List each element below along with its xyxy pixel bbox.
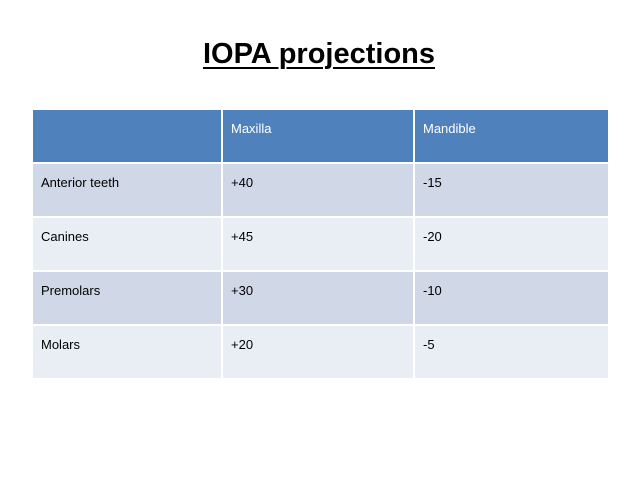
slide-title: IOPA projections	[0, 38, 638, 71]
slide-title-text: IOPA projections	[202, 38, 436, 70]
row-label: Canines	[31, 216, 223, 272]
row-label: Anterior teeth	[31, 162, 223, 218]
table-header-row: Maxilla Mandible	[31, 108, 610, 164]
maxilla-angle: +30	[221, 270, 415, 326]
row-label: Premolars	[31, 270, 223, 326]
table-row: Canines +45 -20	[31, 216, 610, 272]
mandible-angle: -15	[413, 162, 610, 218]
maxilla-angle: +40	[221, 162, 415, 218]
row-label: Molars	[31, 324, 223, 380]
header-cell-mandible: Mandible	[413, 108, 610, 164]
table-row: Premolars +30 -10	[31, 270, 610, 326]
header-cell-empty	[31, 108, 223, 164]
maxilla-angle: +45	[221, 216, 415, 272]
mandible-angle: -10	[413, 270, 610, 326]
mandible-angle: -20	[413, 216, 610, 272]
header-cell-maxilla: Maxilla	[221, 108, 415, 164]
mandible-angle: -5	[413, 324, 610, 380]
maxilla-angle: +20	[221, 324, 415, 380]
projection-angles-table: Maxilla Mandible Anterior teeth +40 -15 …	[31, 108, 610, 380]
table-row: Molars +20 -5	[31, 324, 610, 380]
table-row: Anterior teeth +40 -15	[31, 162, 610, 218]
